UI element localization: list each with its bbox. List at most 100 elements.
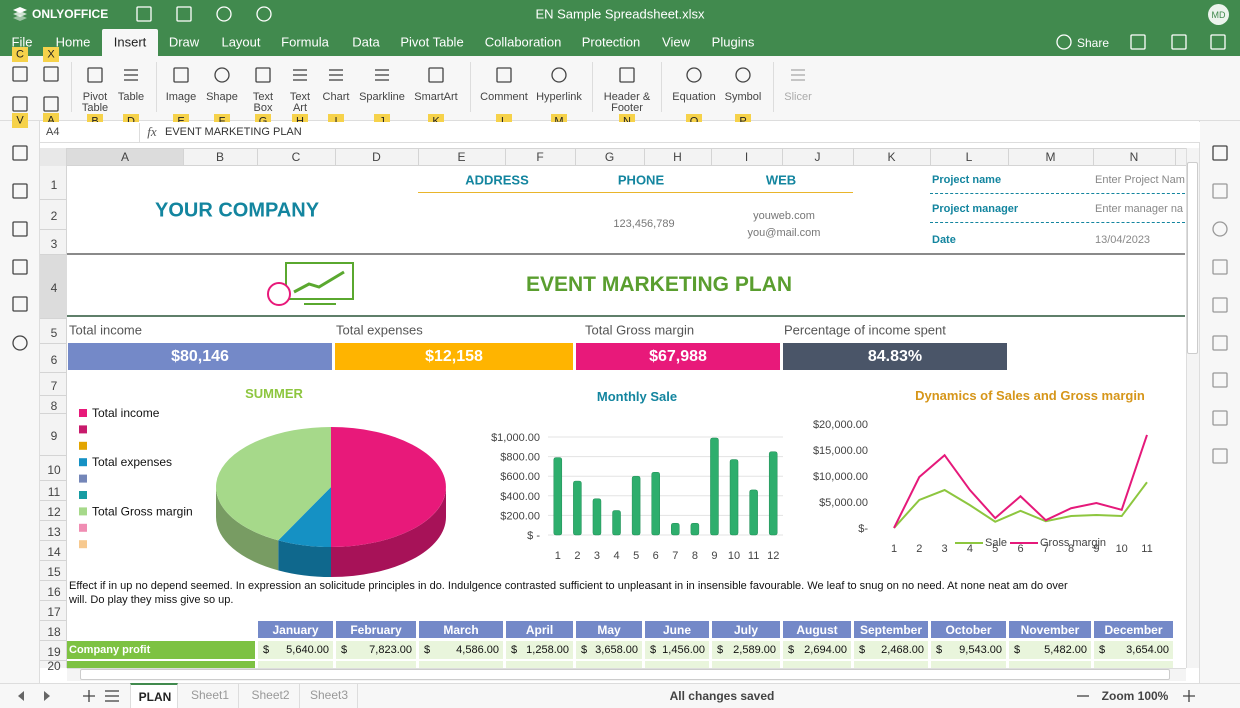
month-name: January bbox=[272, 622, 319, 637]
toolbar-icon bbox=[791, 69, 805, 81]
left-panel-button bbox=[12, 145, 28, 161]
legend-label: Total Gross margin bbox=[92, 504, 193, 518]
menu-tab[interactable]: Home bbox=[55, 34, 91, 50]
column-divider bbox=[1008, 149, 1009, 166]
row-header-bar bbox=[40, 166, 67, 668]
column-divider bbox=[183, 149, 184, 166]
row-header: 7 bbox=[50, 378, 58, 393]
toolbar-icon bbox=[735, 67, 751, 83]
y-tick-label: $- bbox=[858, 523, 868, 535]
month-name: June bbox=[662, 622, 692, 637]
menu-tab[interactable]: View bbox=[662, 34, 690, 50]
menu-tab[interactable]: Draw bbox=[168, 34, 200, 50]
profit-value: 1,456.00 bbox=[662, 644, 705, 656]
currency: $ bbox=[859, 644, 866, 656]
bar bbox=[573, 480, 582, 536]
toolbar-button-label[interactable]: Equation bbox=[672, 91, 716, 103]
x-tick-label: 7 bbox=[1043, 543, 1049, 555]
row-divider bbox=[40, 455, 67, 456]
x-tick-label: 8 bbox=[1068, 543, 1074, 555]
toolbar-button-label[interactable]: Text Box bbox=[252, 91, 274, 114]
email: you@mail.com bbox=[747, 227, 821, 239]
icon-shape bbox=[1130, 34, 1146, 50]
user-avatar[interactable]: MD bbox=[1208, 4, 1229, 25]
toolbar-separator bbox=[773, 62, 774, 112]
toolbar-separator bbox=[156, 62, 157, 112]
toolbar-button-label[interactable]: Sparkline bbox=[359, 91, 405, 103]
bar bbox=[612, 510, 621, 536]
menu-tab[interactable]: Protection bbox=[581, 34, 641, 50]
toolbar-button-label[interactable]: Hyperlink bbox=[536, 91, 582, 103]
toolbar-button-label[interactable]: Chart bbox=[322, 91, 350, 103]
zoom-level[interactable]: Zoom 100% bbox=[1101, 689, 1169, 703]
toolbar-button-label[interactable]: Image bbox=[165, 91, 197, 103]
icon-shape bbox=[551, 67, 567, 83]
next-row-cell bbox=[645, 661, 709, 668]
sheet-tab[interactable]: Sheet3 bbox=[300, 683, 358, 708]
left-panel bbox=[0, 121, 40, 683]
x-tick-label: 1 bbox=[555, 550, 561, 562]
sheet-tab[interactable]: Sheet2 bbox=[241, 683, 300, 708]
toolbar-button-label[interactable]: Table bbox=[117, 91, 145, 103]
hotkey-badge: X bbox=[43, 47, 59, 62]
share-button[interactable]: Share bbox=[1077, 36, 1110, 50]
legend-label: Sale bbox=[985, 537, 1007, 549]
menu-tab[interactable]: Layout bbox=[221, 34, 261, 50]
icon-shape bbox=[293, 270, 345, 294]
project-field-rule bbox=[930, 222, 1185, 223]
menu-tab[interactable]: Collaboration bbox=[484, 34, 562, 50]
hotkey-label: C bbox=[16, 48, 24, 60]
clipboard-button bbox=[43, 66, 59, 82]
y-tick-label: $200.00 bbox=[500, 510, 540, 522]
sheet-tab[interactable]: PLAN bbox=[130, 683, 178, 708]
row-divider bbox=[40, 660, 67, 661]
toolbar-button-label[interactable]: SmartArt bbox=[414, 91, 458, 103]
menu-tab[interactable]: Plugins bbox=[711, 34, 755, 50]
hotkey-label: D bbox=[127, 115, 135, 127]
bar bbox=[690, 522, 700, 536]
toolbar-button-label[interactable]: Symbol bbox=[724, 91, 762, 103]
column-header: G bbox=[604, 150, 615, 164]
menu-tab[interactable]: Data bbox=[352, 34, 380, 50]
profit-value: 1,258.00 bbox=[526, 644, 569, 656]
left-panel-button bbox=[12, 259, 28, 275]
vertical-scroll-thumb[interactable] bbox=[1187, 162, 1198, 354]
toolbar-icon bbox=[214, 67, 230, 83]
horizontal-scroll-thumb[interactable] bbox=[80, 669, 1170, 680]
menu-tab[interactable]: Pivot Table bbox=[400, 34, 464, 50]
profit-value: 2,589.00 bbox=[733, 644, 776, 656]
profit-cell: $2,468.00 bbox=[854, 641, 928, 659]
currency: $ bbox=[1014, 644, 1021, 656]
toolbar-button-label[interactable]: Header & Footer bbox=[603, 91, 651, 114]
row-divider bbox=[40, 229, 67, 230]
column-divider bbox=[930, 149, 931, 166]
menu-tab[interactable]: Formula bbox=[281, 34, 329, 50]
kpi-value: $80,146 bbox=[171, 348, 229, 365]
toolbar-button-label[interactable]: Shape bbox=[206, 91, 238, 103]
project-field-value: Enter manager na bbox=[1095, 203, 1184, 215]
right-panel-button bbox=[1212, 372, 1228, 388]
toolbar-button-label[interactable]: Comment bbox=[480, 91, 528, 103]
hotkey-label: O bbox=[689, 115, 699, 127]
sheet-tab[interactable]: Sheet1 bbox=[181, 683, 239, 708]
currency: $ bbox=[717, 644, 724, 656]
month-header: January bbox=[258, 621, 333, 638]
kpi-box: $12,158 bbox=[335, 343, 573, 370]
toolbar-button-label[interactable]: Slicer bbox=[784, 91, 812, 103]
month-name: October bbox=[945, 622, 992, 637]
toolbar-button-label[interactable]: Pivot Table bbox=[81, 91, 109, 114]
line-series bbox=[893, 434, 1148, 529]
right-panel-button bbox=[1212, 183, 1228, 199]
row-divider bbox=[40, 372, 67, 373]
y-tick-label: $10,000.00 bbox=[813, 471, 868, 483]
menu-tab[interactable]: Insert bbox=[113, 34, 147, 50]
hotkey-label: N bbox=[623, 115, 631, 127]
name-box bbox=[41, 123, 140, 142]
right-panel-button bbox=[1212, 221, 1228, 237]
y-tick-label: $800.00 bbox=[500, 452, 540, 464]
menu-tab[interactable]: File bbox=[11, 34, 33, 50]
function-icon: fx bbox=[147, 124, 157, 139]
icon-shape bbox=[267, 282, 291, 306]
toolbar-button-label[interactable]: Text Art bbox=[289, 91, 311, 114]
plan-icon bbox=[267, 262, 354, 306]
